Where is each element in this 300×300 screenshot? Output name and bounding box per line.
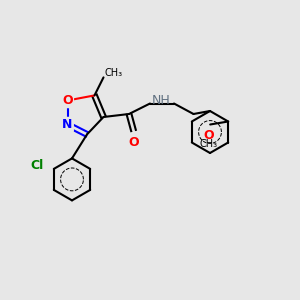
Text: O: O bbox=[203, 129, 214, 142]
Text: CH₃: CH₃ bbox=[200, 140, 218, 149]
Text: N: N bbox=[62, 118, 73, 131]
Text: NH: NH bbox=[152, 94, 170, 107]
Text: O: O bbox=[128, 136, 139, 149]
Text: CH₃: CH₃ bbox=[104, 68, 122, 78]
Text: O: O bbox=[62, 94, 73, 107]
Text: Cl: Cl bbox=[30, 159, 43, 172]
